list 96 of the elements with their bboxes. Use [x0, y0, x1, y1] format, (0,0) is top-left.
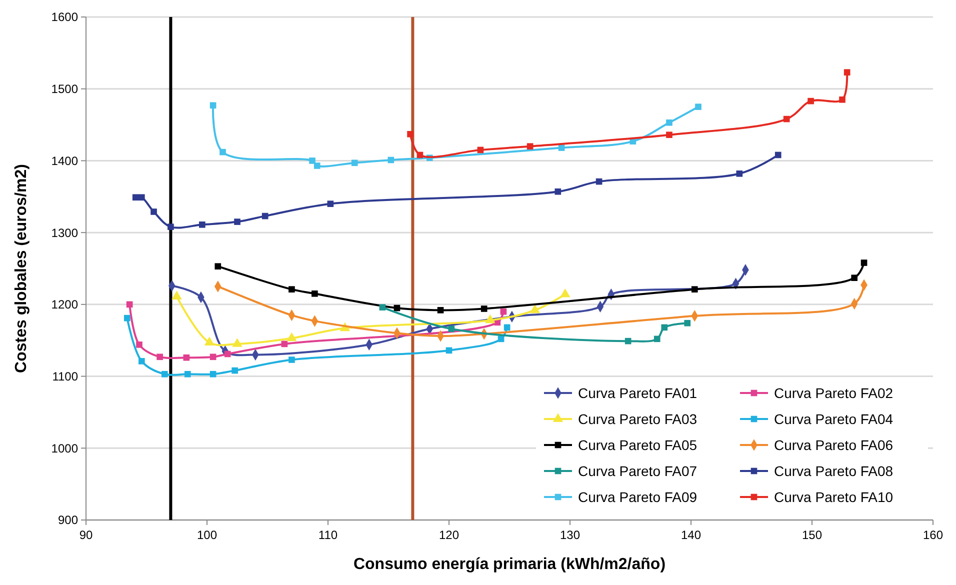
- point: [234, 218, 240, 225]
- point: [695, 104, 702, 110]
- point: [199, 222, 206, 228]
- point: [132, 194, 139, 201]
- legend-label: Curva Pareto FA06: [774, 436, 894, 453]
- point: [666, 132, 672, 138]
- legend-label: Curva Pareto FA08: [774, 462, 894, 479]
- point: [138, 358, 145, 364]
- point: [220, 148, 226, 156]
- point: [860, 260, 868, 266]
- point: [138, 194, 145, 201]
- point: [168, 224, 174, 230]
- x-tick-label: 120: [438, 528, 460, 542]
- legend-label: Curva Pareto FA03: [578, 410, 698, 427]
- x-tick-label: 160: [922, 528, 944, 542]
- point: [624, 338, 632, 344]
- point: [126, 301, 133, 308]
- legend-label: Curva Pareto FA02: [774, 384, 894, 401]
- point: [839, 96, 846, 103]
- point: [232, 367, 238, 374]
- x-tick-label: 100: [196, 528, 218, 542]
- point: [288, 356, 295, 363]
- point: [232, 338, 242, 347]
- point: [262, 212, 268, 220]
- point: [161, 370, 168, 378]
- point: [281, 340, 288, 348]
- point: [480, 306, 488, 312]
- y-tick-label: 1500: [51, 82, 78, 96]
- point: [504, 324, 510, 331]
- point: [691, 286, 698, 292]
- legend-label: Curva Pareto FA05: [578, 436, 698, 453]
- point: [500, 308, 507, 315]
- x-tick-label: 130: [560, 528, 580, 542]
- point: [210, 354, 216, 360]
- point: [554, 188, 562, 195]
- x-tick-label: 90: [79, 528, 93, 542]
- point: [851, 274, 858, 282]
- point: [210, 102, 216, 109]
- point: [661, 324, 668, 331]
- y-tick-label: 1600: [51, 10, 78, 24]
- point: [808, 98, 814, 104]
- y-tick-label: 1300: [51, 226, 78, 240]
- legend-label: Curva Pareto FA04: [774, 410, 894, 427]
- point: [783, 116, 790, 122]
- point: [312, 290, 318, 297]
- point: [214, 263, 222, 270]
- point: [437, 307, 444, 314]
- legend-label: Curva Pareto FA01: [578, 384, 698, 401]
- x-axis-title: Consumo energía primaria (kWh/m2/año): [353, 556, 666, 573]
- point: [204, 336, 215, 346]
- point: [314, 162, 320, 169]
- point: [666, 119, 672, 126]
- y-tick-label: 900: [58, 513, 78, 528]
- point: [172, 290, 182, 300]
- y-tick-label: 1100: [52, 369, 78, 384]
- point: [379, 304, 386, 310]
- point: [844, 69, 850, 76]
- legend-label: Curva Pareto FA10: [774, 488, 894, 505]
- point: [654, 336, 660, 342]
- point: [286, 332, 297, 342]
- point: [150, 208, 157, 215]
- point: [526, 143, 534, 150]
- x-tick-label: 140: [680, 528, 702, 542]
- point: [448, 326, 455, 332]
- y-tick-label: 1200: [51, 298, 78, 312]
- point: [388, 156, 394, 164]
- point: [446, 347, 452, 354]
- point: [416, 152, 424, 158]
- point: [558, 144, 565, 151]
- point: [224, 350, 231, 358]
- point: [156, 354, 163, 360]
- point: [477, 146, 484, 154]
- x-tick-label: 110: [318, 528, 338, 542]
- point: [684, 320, 691, 326]
- point: [530, 304, 540, 314]
- point: [288, 286, 295, 292]
- point: [736, 170, 743, 177]
- point: [407, 130, 414, 138]
- point: [136, 342, 142, 348]
- point: [124, 314, 130, 322]
- point: [485, 314, 496, 324]
- y-tick-label: 1400: [51, 154, 78, 168]
- point: [183, 354, 190, 361]
- point: [560, 288, 570, 298]
- x-tick-label: 150: [802, 528, 822, 542]
- point: [774, 152, 782, 158]
- point: [210, 370, 216, 378]
- legend-label: Curva Pareto FA09: [578, 488, 698, 505]
- point: [596, 178, 602, 185]
- point: [184, 370, 191, 378]
- y-axis-title: Costes globales (euros/m2): [13, 164, 30, 373]
- point: [327, 200, 334, 207]
- point: [309, 158, 316, 164]
- legend-label: Curva Pareto FA07: [578, 462, 698, 479]
- y-tick-label: 1000: [51, 441, 78, 456]
- point: [351, 160, 358, 166]
